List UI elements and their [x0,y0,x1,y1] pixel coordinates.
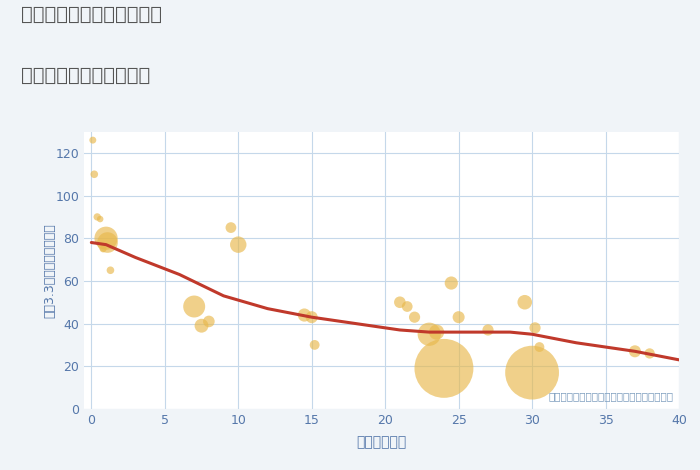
Point [299,311,310,319]
Point [309,341,321,349]
Y-axis label: 坪（3.3㎡）単価（万円）: 坪（3.3㎡）単価（万円） [43,223,56,318]
Point [629,347,641,355]
Point [306,313,317,321]
Text: 三重県四日市市波木南台の: 三重県四日市市波木南台の [21,5,162,24]
Point [394,298,405,306]
Point [97,245,108,253]
Point [203,318,214,325]
Point [446,279,457,287]
Point [88,136,99,144]
Text: 築年数別中古戸建て価格: 築年数別中古戸建て価格 [21,66,150,85]
Point [409,313,420,321]
Point [94,215,106,223]
Point [232,241,244,249]
Point [102,239,113,246]
X-axis label: 築年数（年）: 築年数（年） [356,435,407,449]
Point [482,326,493,334]
Point [424,330,435,338]
Point [196,322,207,329]
Point [92,213,103,221]
Text: 円の大きさは、取引のあった物件面積を示す: 円の大きさは、取引のあった物件面積を示す [548,392,673,401]
Point [526,369,538,376]
Point [105,266,116,274]
Point [519,298,531,306]
Point [534,343,545,351]
Point [438,365,449,372]
Point [431,329,442,336]
Point [644,350,655,357]
Point [529,324,540,332]
Point [402,303,413,310]
Point [89,171,100,178]
Point [188,303,199,310]
Point [225,224,237,231]
Point [100,235,111,242]
Point [453,313,464,321]
